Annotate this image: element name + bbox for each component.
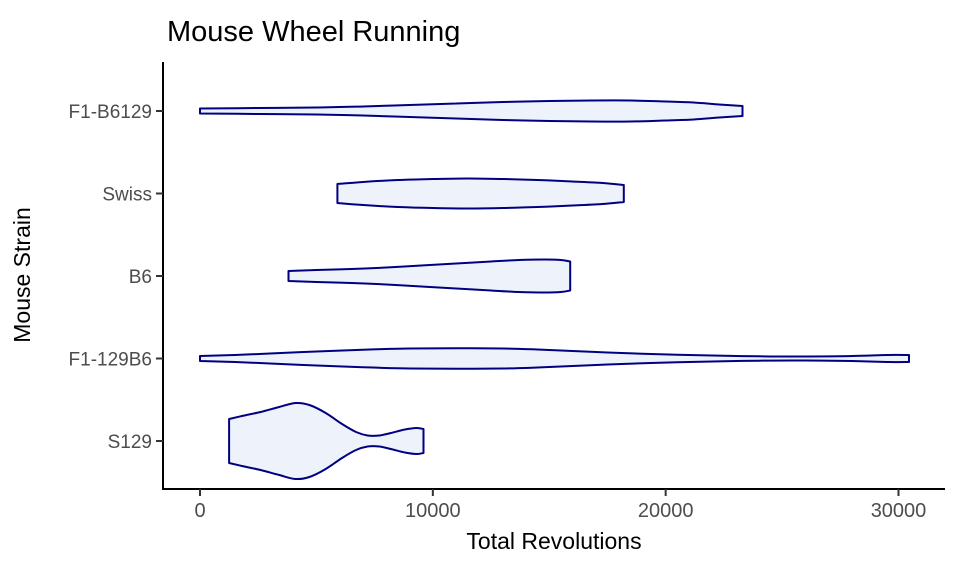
x-tick-label: 30000	[871, 500, 927, 522]
violin-shape-b6	[287, 258, 572, 294]
violin-shape-swiss	[336, 177, 625, 210]
x-tick-label: 0	[194, 500, 205, 522]
x-tick-label: 20000	[638, 500, 694, 522]
violin-shape-f1-b6129	[199, 99, 744, 123]
y-tick-label: B6	[129, 267, 152, 288]
y-tick-label: F1-129B6	[69, 350, 152, 371]
chart-title: Mouse Wheel Running	[167, 16, 460, 48]
y-tick-label: Swiss	[102, 185, 152, 206]
ticks-layer: 0 10000 20000 30000 F1-B6129 Swiss B6 F1-129B6 S…	[69, 102, 927, 522]
x-tick-label: 10000	[405, 500, 461, 522]
y-tick-label: S129	[108, 432, 152, 453]
x-axis-title: Total Revolutions	[466, 528, 641, 554]
y-tick-label: F1-B6129	[69, 102, 152, 123]
violins-layer	[199, 99, 910, 481]
violin-shape-s129	[228, 401, 425, 481]
violin-shape-f1-129b6	[199, 347, 910, 370]
y-axis-title: Mouse Strain	[9, 207, 35, 343]
